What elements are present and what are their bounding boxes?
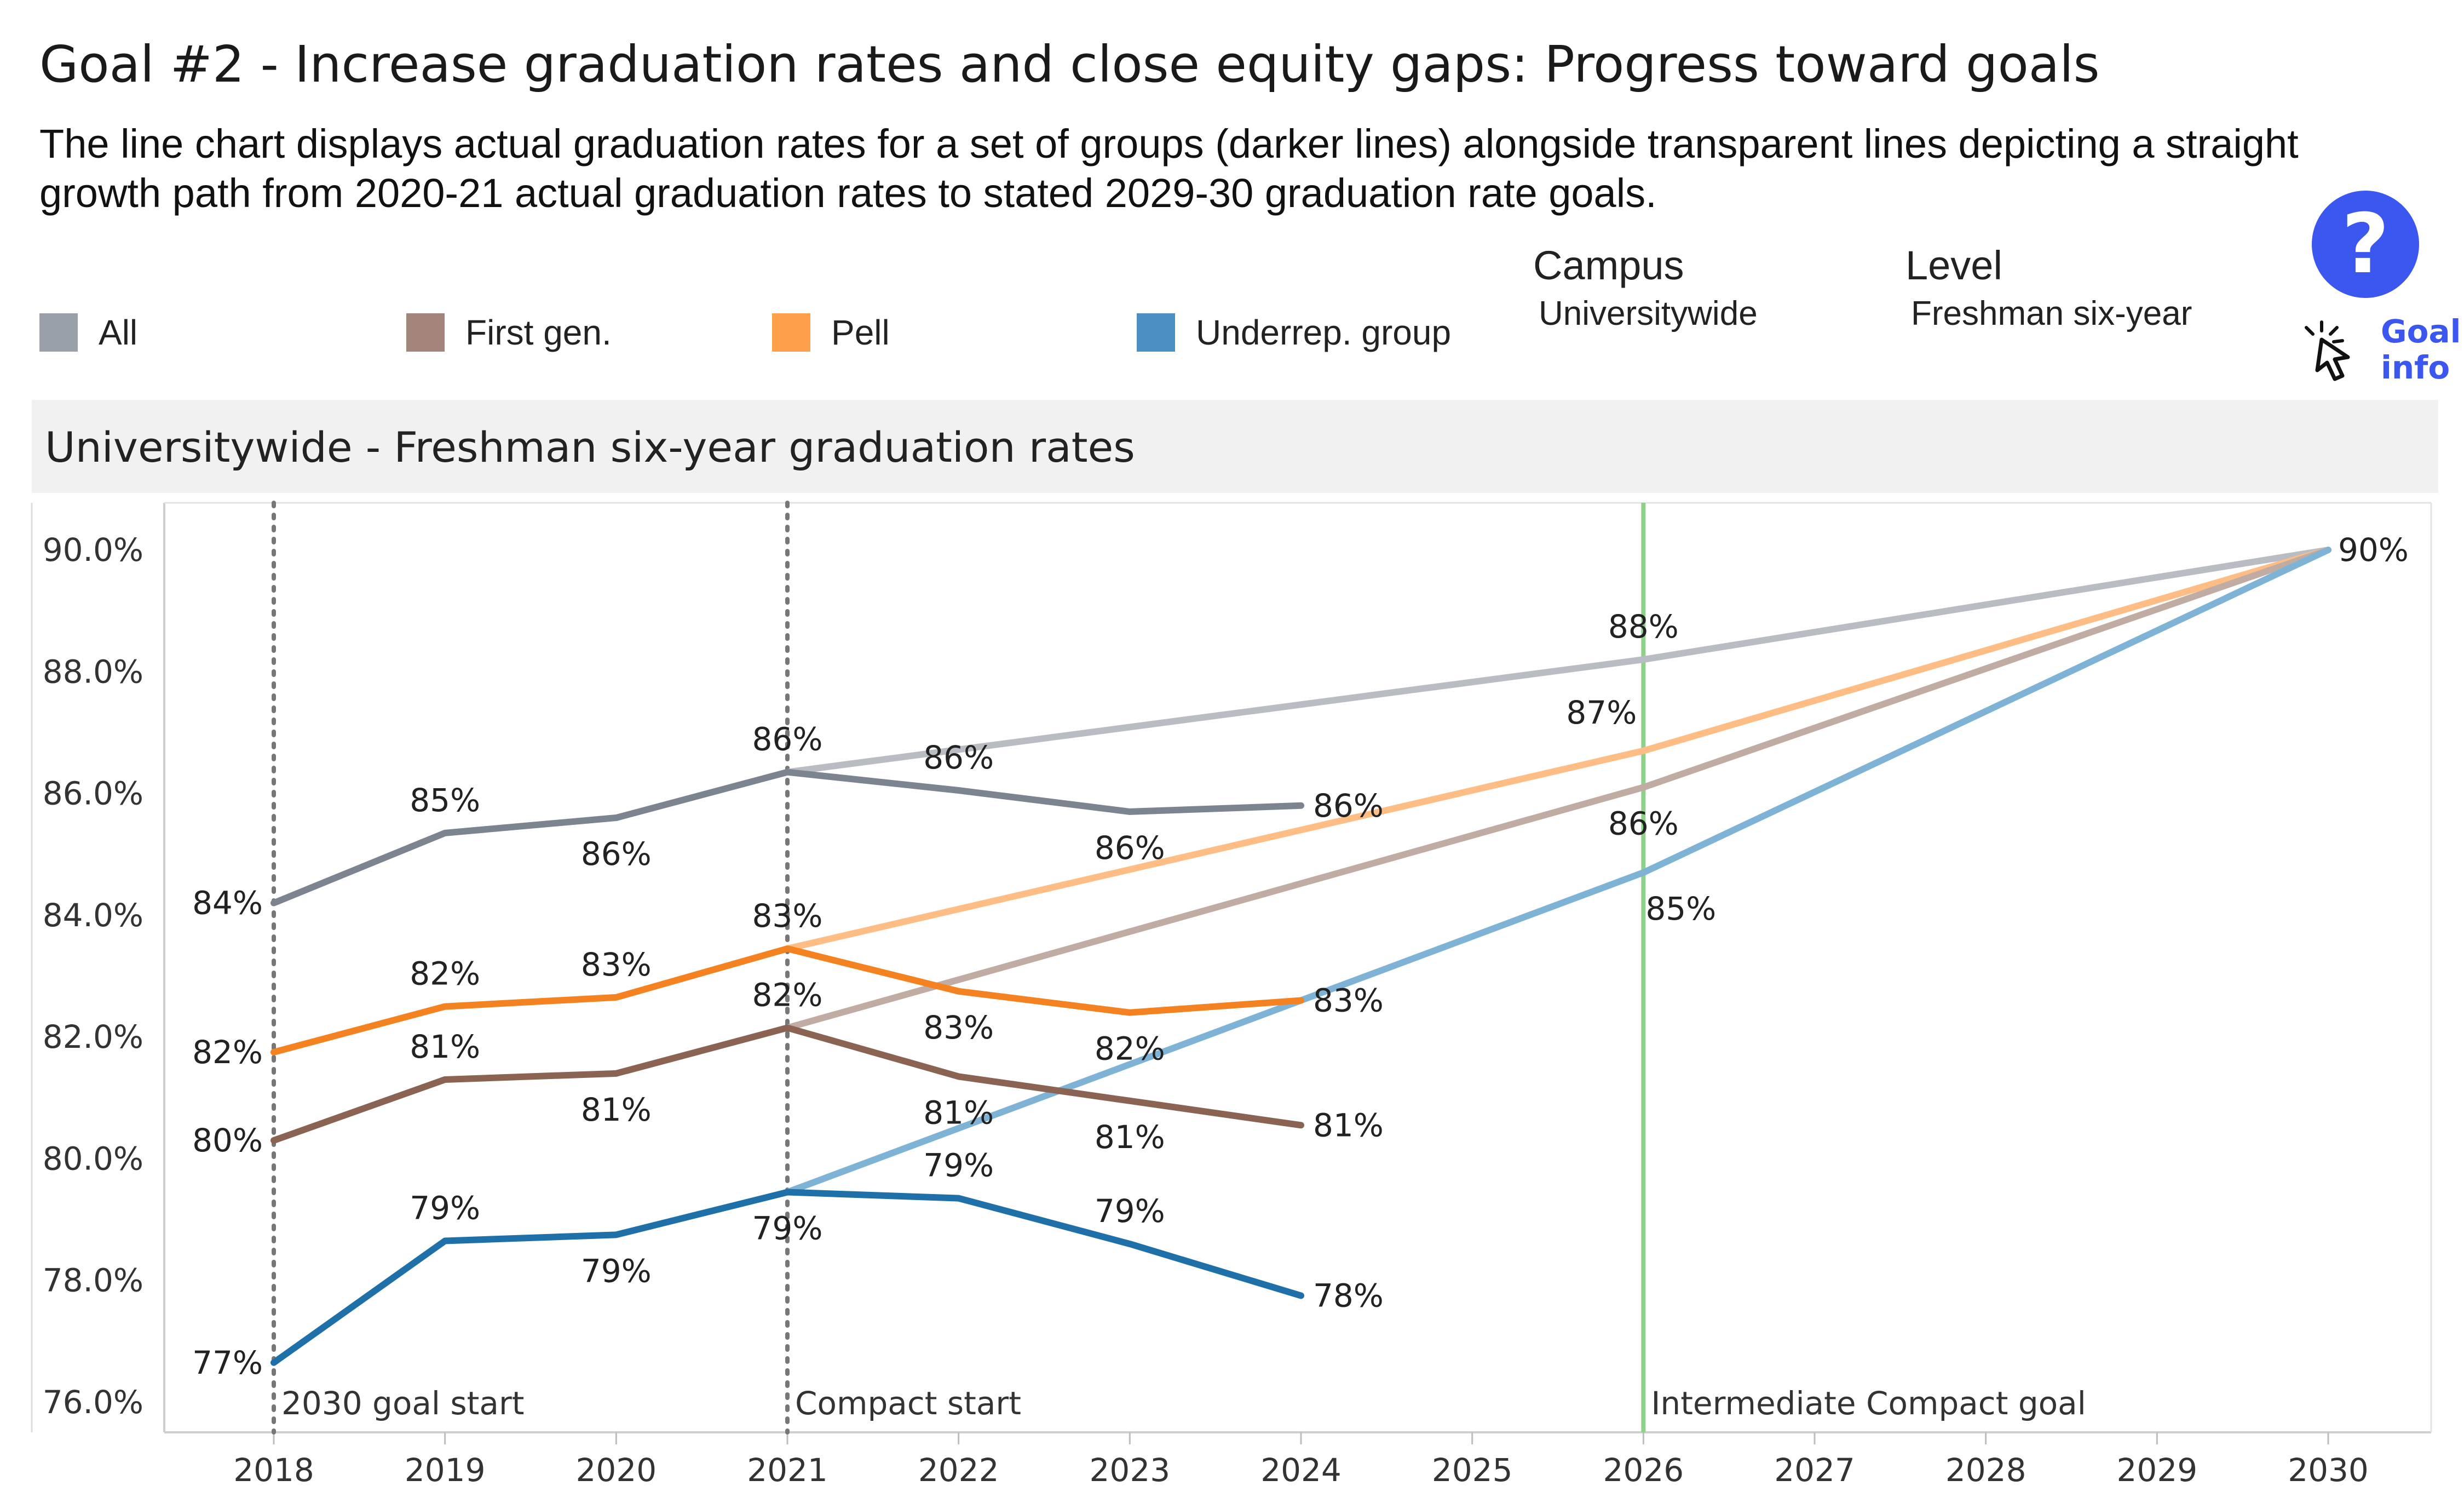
- x-tick-label: 2020: [576, 1451, 657, 1486]
- goal-info-line2: info: [2381, 349, 2450, 386]
- data-label: 81%: [410, 1028, 480, 1065]
- legend-swatch-all: [39, 313, 78, 352]
- data-label: 79%: [1095, 1192, 1165, 1230]
- legend-item-pell[interactable]: Pell: [772, 312, 890, 353]
- legend-label-first-gen: First gen.: [465, 313, 612, 352]
- goal-data-label: 87%: [1566, 694, 1637, 731]
- data-label: 83%: [1313, 982, 1384, 1019]
- series-line: [270, 945, 1304, 1055]
- data-label: 79%: [581, 1252, 652, 1289]
- series-line: [270, 1189, 1304, 1366]
- x-tick-label: 2030: [2288, 1451, 2369, 1486]
- x-tick-label: 2025: [1432, 1451, 1513, 1486]
- series-line: [270, 768, 1304, 906]
- legend-label-pell: Pell: [831, 313, 890, 352]
- x-tick-label: 2026: [1603, 1451, 1684, 1486]
- legend-item-all[interactable]: All: [39, 312, 137, 353]
- data-label: 86%: [581, 835, 652, 873]
- data-label: 86%: [1095, 829, 1165, 867]
- y-tick-label: 84.0%: [43, 897, 143, 934]
- cursor-click-icon: [2305, 320, 2350, 381]
- data-label: 83%: [581, 946, 652, 983]
- legend-swatch-pell: [772, 313, 810, 352]
- goal-info-line1: Goal: [2381, 313, 2461, 350]
- data-label: 86%: [1313, 787, 1384, 824]
- legend-item-underrep[interactable]: Underrep. group: [1137, 312, 1451, 353]
- data-label: 86%: [923, 739, 994, 776]
- x-tick-label: 2023: [1090, 1451, 1171, 1486]
- data-label: 79%: [923, 1147, 994, 1184]
- y-tick-label: 76.0%: [43, 1384, 143, 1421]
- legend-label-underrep: Underrep. group: [1196, 313, 1452, 352]
- data-label: 78%: [1313, 1277, 1384, 1315]
- y-tick-label: 78.0%: [43, 1262, 143, 1299]
- goal-path-line: [784, 547, 2331, 1196]
- chart-title: Universitywide - Freshman six-year gradu…: [45, 423, 1135, 472]
- goal-data-label: 86%: [1608, 805, 1679, 842]
- data-label: 86%: [752, 721, 823, 758]
- help-button[interactable]: ?: [2312, 191, 2419, 298]
- data-label: 83%: [923, 1009, 994, 1046]
- y-tick-label: 88.0%: [43, 653, 143, 690]
- x-tick-label: 2018: [233, 1451, 314, 1486]
- goal-path-line: [784, 547, 2331, 952]
- data-label: 81%: [581, 1091, 652, 1128]
- goal-data-label: 90%: [2338, 531, 2409, 569]
- page-subtitle: The line chart displays actual graduatio…: [39, 121, 2299, 216]
- data-label: 82%: [752, 976, 823, 1013]
- x-tick-label: 2027: [1774, 1451, 1855, 1486]
- legend-swatch-underrep: [1137, 313, 1175, 352]
- data-label: 80%: [192, 1122, 263, 1159]
- data-label: 82%: [192, 1034, 263, 1071]
- x-tick-label: 2024: [1260, 1451, 1342, 1486]
- question-icon: ?: [2341, 197, 2390, 292]
- goal-data-label: 85%: [1645, 890, 1716, 927]
- y-tick-label: 90.0%: [43, 531, 143, 569]
- data-label: 81%: [923, 1094, 994, 1131]
- level-filter-label: Level: [1905, 243, 2002, 288]
- data-label: 82%: [1095, 1030, 1165, 1068]
- level-filter[interactable]: Level Freshman six-year: [1905, 242, 2192, 333]
- data-label: 77%: [192, 1344, 263, 1381]
- goal-data-label: 88%: [1608, 608, 1679, 645]
- legend-swatch-first-gen: [406, 313, 445, 352]
- series-line: [270, 1024, 1304, 1144]
- reference-line-label: Intermediate Compact goal: [1651, 1385, 2086, 1422]
- level-filter-value[interactable]: Freshman six-year: [1911, 295, 2192, 332]
- data-label: 81%: [1313, 1106, 1384, 1144]
- campus-filter-label: Campus: [1533, 243, 1684, 288]
- legend-label-all: All: [99, 313, 138, 352]
- x-tick-label: 2021: [747, 1451, 828, 1486]
- x-tick-label: 2022: [918, 1451, 999, 1486]
- x-tick-label: 2029: [2117, 1451, 2198, 1486]
- goal-info-link[interactable]: Goal info: [2278, 307, 2461, 394]
- chart-header: Universitywide - Freshman six-year gradu…: [32, 400, 2438, 493]
- campus-filter-value[interactable]: Universitywide: [1539, 295, 1758, 332]
- y-tick-label: 80.0%: [43, 1140, 143, 1177]
- data-label: 81%: [1095, 1118, 1165, 1156]
- data-label: 84%: [192, 885, 263, 922]
- goal-path-line: [784, 547, 2331, 776]
- campus-filter[interactable]: Campus Universitywide: [1533, 242, 1758, 333]
- data-label: 79%: [752, 1210, 823, 1247]
- data-label: 79%: [410, 1189, 480, 1226]
- goal-path-line: [784, 547, 2331, 1031]
- reference-line-label: Compact start: [795, 1385, 1021, 1422]
- data-label: 83%: [752, 897, 823, 934]
- data-label: 85%: [410, 782, 480, 819]
- x-tick-label: 2019: [405, 1451, 486, 1486]
- data-label: 82%: [410, 955, 480, 992]
- page-title: Goal #2 - Increase graduation rates and …: [39, 35, 2100, 94]
- x-tick-label: 2028: [1945, 1451, 2027, 1486]
- y-tick-label: 86.0%: [43, 775, 143, 812]
- reference-line-label: 2030 goal start: [281, 1385, 525, 1422]
- legend-item-first-gen[interactable]: First gen.: [406, 312, 612, 353]
- y-tick-label: 82.0%: [43, 1018, 143, 1055]
